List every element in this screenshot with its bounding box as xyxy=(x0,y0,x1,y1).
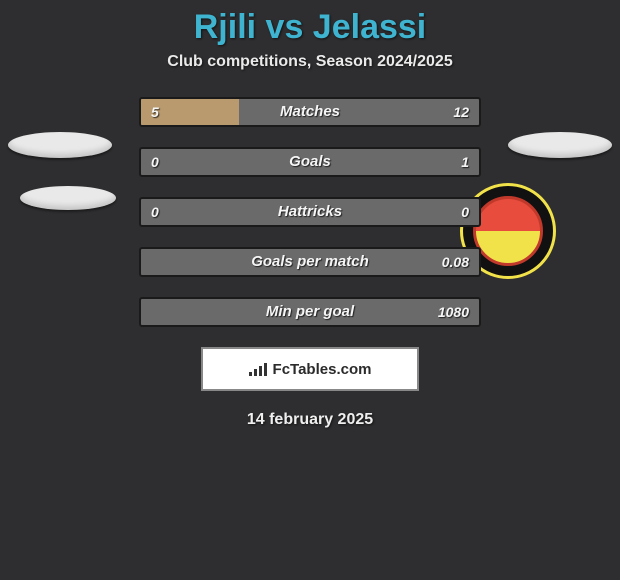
brand-bars-icon xyxy=(249,362,267,376)
player-left-placeholder-1 xyxy=(8,132,112,158)
stat-label: Goals xyxy=(141,149,479,175)
stat-label: Matches xyxy=(141,99,479,125)
brand-text: FcTables.com xyxy=(273,361,372,378)
stats-bars: 5 Matches 12 0 Goals 1 0 Hattricks 0 Goa… xyxy=(139,97,481,327)
stat-right-value: 1 xyxy=(461,149,469,175)
stat-bar-matches: 5 Matches 12 xyxy=(139,97,481,127)
date-label: 14 february 2025 xyxy=(0,411,620,429)
stat-label: Min per goal xyxy=(141,299,479,325)
stat-right-value: 0.08 xyxy=(442,249,469,275)
stat-bar-goals-per-match: Goals per match 0.08 xyxy=(139,247,481,277)
stat-right-value: 12 xyxy=(453,99,469,125)
brand-link[interactable]: FcTables.com xyxy=(201,347,419,391)
stat-label: Hattricks xyxy=(141,199,479,225)
page-title: Rjili vs Jelassi xyxy=(0,8,620,47)
player-left-placeholder-2 xyxy=(20,186,116,210)
infographic-root: Rjili vs Jelassi Club competitions, Seas… xyxy=(0,8,620,580)
stat-bar-min-per-goal: Min per goal 1080 xyxy=(139,297,481,327)
stat-bar-goals: 0 Goals 1 xyxy=(139,147,481,177)
stat-label: Goals per match xyxy=(141,249,479,275)
stat-right-value: 1080 xyxy=(438,299,469,325)
stat-bar-hattricks: 0 Hattricks 0 xyxy=(139,197,481,227)
stat-right-value: 0 xyxy=(461,199,469,225)
page-subtitle: Club competitions, Season 2024/2025 xyxy=(0,53,620,71)
player-right-placeholder-1 xyxy=(508,132,612,158)
